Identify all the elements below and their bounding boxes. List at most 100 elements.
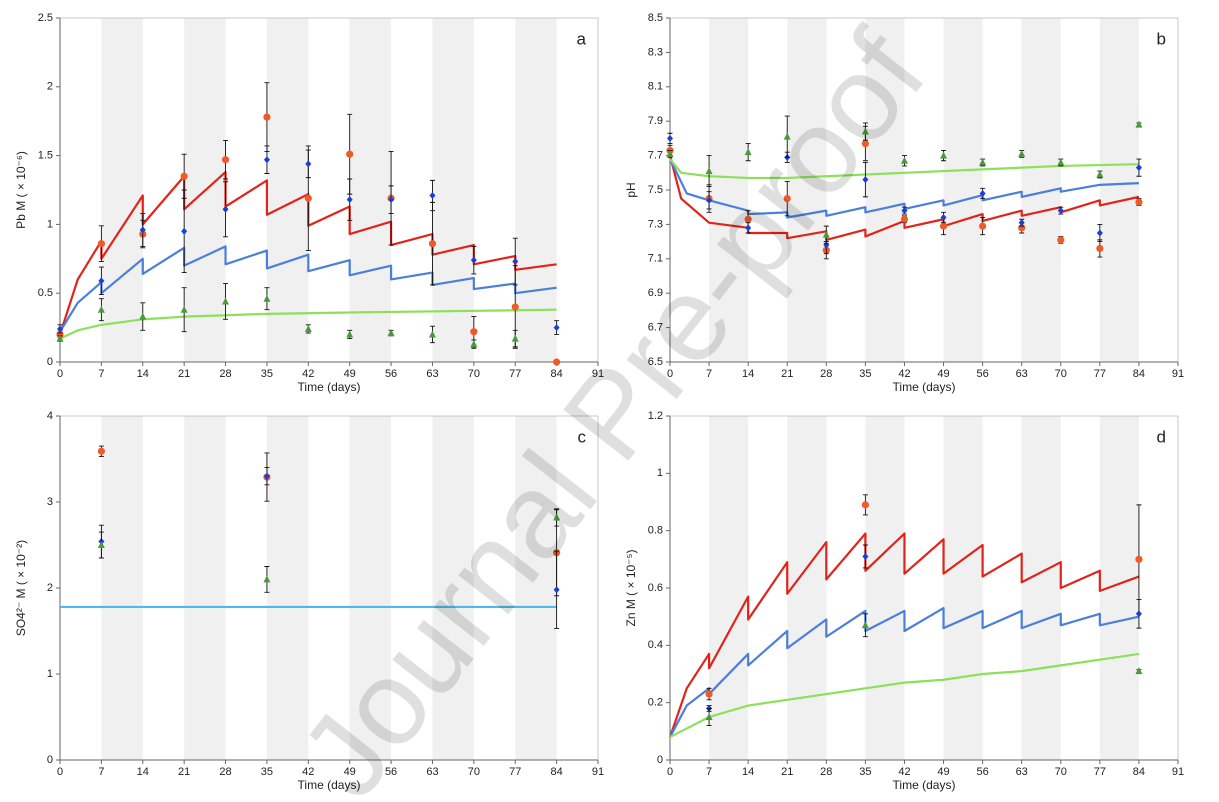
x-tick-label: 35 — [261, 766, 273, 778]
data-point — [222, 205, 229, 213]
data-point — [346, 330, 354, 338]
data-point — [470, 328, 478, 336]
x-tick-label: 0 — [57, 368, 63, 380]
x-tick-label: 70 — [468, 766, 480, 778]
data-point — [1057, 236, 1065, 244]
data-point — [940, 151, 948, 159]
data-point — [97, 447, 105, 455]
y-tick-label: 6.5 — [648, 356, 663, 368]
x-tick-label: 28 — [219, 766, 231, 778]
data-point — [822, 230, 830, 238]
x-tick-label: 0 — [667, 766, 673, 778]
data-point — [263, 156, 270, 164]
panel-label: c — [578, 427, 587, 446]
data-point — [1096, 244, 1104, 253]
data-point — [98, 277, 105, 285]
data-point — [387, 329, 395, 337]
data-point — [939, 222, 948, 230]
y-tick-label: 2.5 — [38, 12, 53, 24]
y-axis-label: Zn M ( × 10⁻⁵) — [624, 550, 638, 627]
x-tick-label: 77 — [509, 766, 521, 778]
x-tick-label: 49 — [937, 766, 949, 778]
data-point — [346, 150, 354, 158]
data-point — [139, 312, 147, 320]
x-tick-label: 49 — [344, 368, 356, 380]
x-tick-label: 56 — [385, 766, 397, 778]
x-tick-label: 42 — [898, 766, 910, 778]
y-tick-label: 4 — [47, 410, 53, 422]
data-point — [346, 196, 353, 204]
x-tick-label: 42 — [302, 766, 314, 778]
shaded-band — [515, 416, 557, 760]
y-tick-label: 1 — [47, 668, 53, 680]
data-point — [388, 196, 395, 204]
x-tick-label: 7 — [98, 368, 104, 380]
y-axis-label: SO4²⁻ M ( × 10⁻²) — [14, 540, 28, 636]
data-point — [305, 160, 312, 168]
data-point — [263, 294, 271, 302]
panel-label: b — [1157, 29, 1166, 48]
x-tick-label: 91 — [1172, 368, 1184, 380]
x-tick-label: 77 — [509, 368, 521, 380]
data-point — [553, 586, 560, 594]
x-tick-label: 14 — [137, 368, 149, 380]
x-tick-label: 70 — [468, 368, 480, 380]
data-point — [470, 256, 477, 264]
y-axis-label: pH — [624, 182, 638, 197]
x-tick-label: 42 — [302, 368, 314, 380]
y-tick-label: 8.3 — [648, 46, 663, 58]
data-point — [263, 472, 270, 480]
x-tick-label: 28 — [219, 368, 231, 380]
data-point — [1018, 219, 1025, 227]
x-tick-label: 49 — [937, 368, 949, 380]
y-tick-label: 8.1 — [648, 81, 663, 93]
x-axis-label: Time (days) — [893, 380, 956, 394]
data-point — [1096, 229, 1103, 237]
y-tick-label: 6.7 — [648, 322, 663, 334]
data-point — [553, 324, 560, 332]
y-tick-label: 0 — [47, 356, 53, 368]
data-point — [979, 158, 987, 166]
data-point — [57, 325, 63, 333]
x-tick-label: 14 — [742, 766, 754, 778]
data-point — [97, 240, 105, 248]
x-tick-label: 21 — [781, 766, 793, 778]
model-line — [59, 245, 557, 333]
x-tick-label: 7 — [706, 368, 712, 380]
y-tick-label: 0.6 — [648, 582, 663, 594]
data-point — [263, 575, 271, 583]
x-tick-label: 42 — [898, 368, 910, 380]
shaded-band — [101, 18, 143, 362]
data-point — [744, 148, 752, 156]
shaded-band — [1021, 416, 1061, 760]
x-tick-label: 84 — [1133, 766, 1145, 778]
y-tick-label: 0.2 — [648, 697, 663, 709]
x-tick-label: 63 — [1016, 368, 1028, 380]
data-point — [428, 240, 437, 248]
data-point — [1057, 207, 1064, 215]
data-point — [553, 358, 561, 366]
panels: 0 7 14 21 28 35 42 49 56 63 70 77 84 9100.511.522.5Ti… — [14, 12, 1184, 792]
data-point — [862, 176, 869, 184]
data-point — [900, 215, 909, 223]
y-tick-label: 0.4 — [648, 639, 663, 651]
y-tick-label: 7.7 — [648, 150, 663, 162]
data-point — [553, 513, 561, 521]
data-point — [304, 194, 312, 202]
x-tick-label: 0 — [57, 766, 63, 778]
data-point — [511, 303, 519, 311]
shaded-band — [1099, 18, 1139, 362]
shaded-band — [432, 416, 474, 760]
shaded-band — [943, 18, 983, 362]
shaded-band — [787, 416, 827, 760]
data-point — [862, 552, 869, 560]
data-point — [1135, 610, 1142, 618]
panel: 0 7 14 21 28 35 42 49 56 63 70 77 84 91 0 1 2 3 4 Time (day… — [14, 410, 604, 792]
shaded-band — [787, 18, 827, 362]
x-tick-label: 63 — [426, 766, 438, 778]
y-tick-label: 0.5 — [38, 287, 53, 299]
y-tick-label: 2 — [47, 81, 53, 93]
x-tick-label: 35 — [261, 368, 273, 380]
shaded-band — [943, 416, 983, 760]
